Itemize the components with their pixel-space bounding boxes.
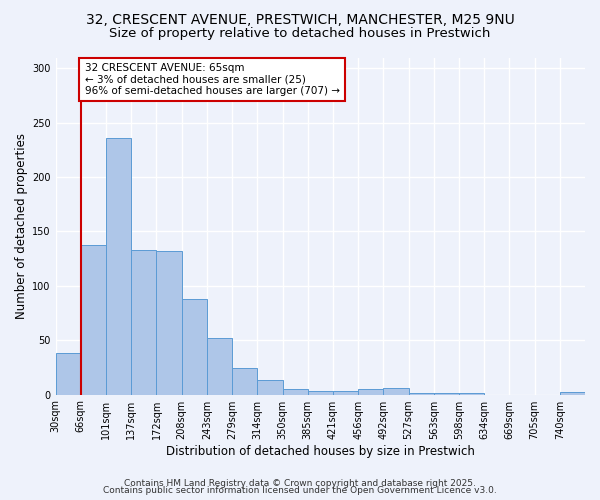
- Bar: [182, 299, 207, 394]
- Bar: [207, 338, 232, 394]
- Bar: [157, 251, 182, 394]
- Bar: [131, 250, 157, 394]
- Text: Contains HM Land Registry data © Crown copyright and database right 2025.: Contains HM Land Registry data © Crown c…: [124, 478, 476, 488]
- Bar: [560, 392, 585, 394]
- Bar: [333, 392, 358, 394]
- Bar: [232, 368, 257, 394]
- Bar: [257, 380, 283, 394]
- Text: Contains public sector information licensed under the Open Government Licence v3: Contains public sector information licen…: [103, 486, 497, 495]
- Y-axis label: Number of detached properties: Number of detached properties: [15, 133, 28, 319]
- Bar: [358, 389, 383, 394]
- X-axis label: Distribution of detached houses by size in Prestwich: Distribution of detached houses by size …: [166, 444, 475, 458]
- Bar: [106, 138, 131, 394]
- Bar: [383, 388, 409, 394]
- Bar: [308, 392, 333, 394]
- Bar: [81, 244, 106, 394]
- Bar: [283, 389, 308, 394]
- Text: 32 CRESCENT AVENUE: 65sqm
← 3% of detached houses are smaller (25)
96% of semi-d: 32 CRESCENT AVENUE: 65sqm ← 3% of detach…: [85, 63, 340, 96]
- Text: 32, CRESCENT AVENUE, PRESTWICH, MANCHESTER, M25 9NU: 32, CRESCENT AVENUE, PRESTWICH, MANCHEST…: [86, 12, 514, 26]
- Text: Size of property relative to detached houses in Prestwich: Size of property relative to detached ho…: [109, 28, 491, 40]
- Bar: [56, 354, 81, 395]
